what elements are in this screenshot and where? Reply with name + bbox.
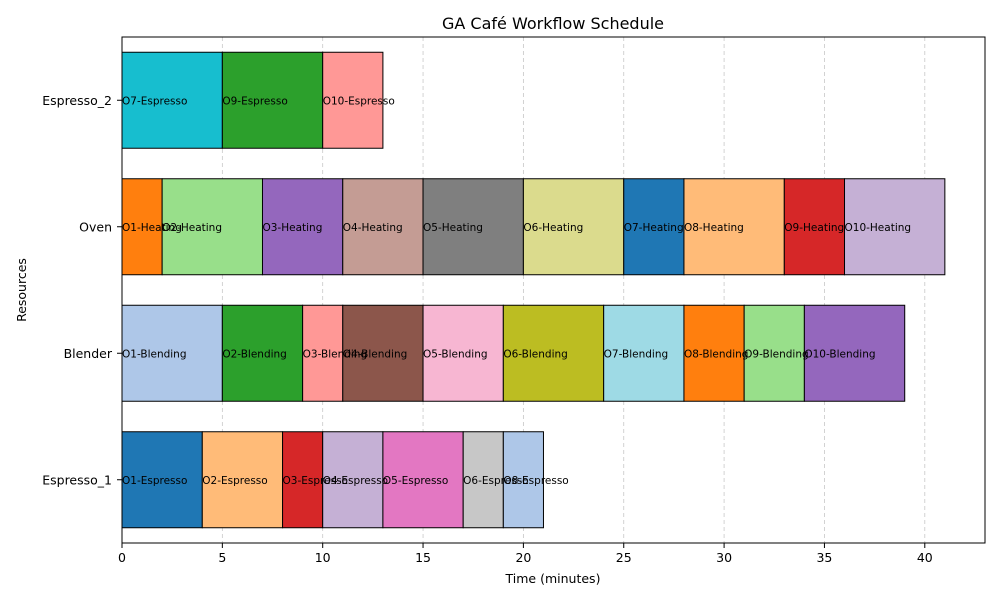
task-label: O2-Heating xyxy=(162,222,222,234)
task-label: O1-Heating xyxy=(122,222,182,234)
task-bar xyxy=(322,51,384,149)
task-label: O5-Heating xyxy=(423,222,483,234)
task-label: O8-Heating xyxy=(684,222,744,234)
y-tick-label-blender: Blender xyxy=(64,346,113,361)
task-label: O6-Blending xyxy=(503,348,567,360)
task-label: O3-Blending xyxy=(303,348,368,360)
task-label: O10-Blending xyxy=(804,348,875,360)
task-label: O9-Espresso xyxy=(222,95,287,107)
task-bar xyxy=(522,178,625,276)
task-label: O6-Espresso xyxy=(463,475,528,487)
task-bar xyxy=(743,304,805,402)
task-label: O7-Heating xyxy=(624,222,684,234)
task-label: O9-Heating xyxy=(784,222,844,234)
task-bar xyxy=(282,431,324,529)
x-tick-label: 20 xyxy=(515,550,531,565)
x-tick-label: 40 xyxy=(917,550,933,565)
x-tick-label: 0 xyxy=(118,550,126,565)
task-bars: O1-Espresso O2-Espresso O3-EspressoO4-Espr… xyxy=(121,51,946,529)
task-bar xyxy=(422,178,524,276)
task-label: O1-Blending xyxy=(122,348,187,360)
task-bar xyxy=(783,178,846,276)
task-bar xyxy=(844,178,946,276)
task-label: O4-Blending xyxy=(343,348,408,360)
task-bar xyxy=(201,431,284,529)
x-tick-label: 5 xyxy=(218,550,226,565)
task-bar xyxy=(462,431,504,529)
task-label: O8-Espresso xyxy=(503,475,568,487)
x-tick-label: 35 xyxy=(816,550,832,565)
task-label: O10-Heating xyxy=(845,222,912,234)
task-label: O2-Blending xyxy=(222,348,286,360)
x-tick-label: 10 xyxy=(315,550,331,565)
task-bar xyxy=(322,431,384,529)
task-bar xyxy=(121,178,163,276)
task-label: O4-Espresso xyxy=(323,475,388,487)
task-bar xyxy=(623,178,685,276)
chart-title: GA Café Workflow Schedule xyxy=(442,14,664,33)
x-tick-label: 30 xyxy=(716,550,732,565)
task-label: O6-Heating xyxy=(523,222,583,234)
task-bar xyxy=(683,178,785,276)
y-axis-label: Resources xyxy=(14,258,29,322)
task-label: O3-Heating xyxy=(262,222,322,234)
y-tick-label-espresso-2: Espresso_2 xyxy=(42,93,112,108)
task-label: O4-Heating xyxy=(343,222,403,234)
task-bar xyxy=(603,304,685,402)
x-tick-label: 15 xyxy=(415,550,431,565)
task-label: O10-Espresso xyxy=(323,95,395,107)
task-label: O1-Espresso xyxy=(122,475,187,487)
x-tick-label: 25 xyxy=(616,550,632,565)
task-bar xyxy=(502,304,605,402)
task-label: O5-Blending xyxy=(423,348,488,360)
task-bar xyxy=(121,304,223,402)
task-bar xyxy=(221,304,304,402)
task-label: O8-Blending xyxy=(684,348,749,360)
y-tick-label-oven: Oven xyxy=(79,219,112,234)
task-label: O2-Espresso xyxy=(202,475,267,487)
axis-ticks: 0 5 10 15 20 25 30 35 40 Espresso_1 Blender Oven Esp… xyxy=(42,93,933,565)
task-label: O3-Espresso xyxy=(283,475,348,487)
y-tick-label-espresso-1: Espresso_1 xyxy=(42,472,112,487)
task-label: O7-Blending xyxy=(604,348,669,360)
x-axis-label: Time (minutes) xyxy=(505,571,601,586)
task-label: O5-Espresso xyxy=(383,475,448,487)
task-bar xyxy=(342,178,424,276)
task-bar xyxy=(342,304,424,402)
task-bar xyxy=(502,431,544,529)
task-bar xyxy=(803,304,906,402)
plot-frame xyxy=(121,36,986,544)
task-label: O7-Espresso xyxy=(122,95,187,107)
task-bar xyxy=(382,431,464,529)
task-bar xyxy=(302,304,344,402)
task-bar xyxy=(161,178,263,276)
task-label: O9-Blending xyxy=(744,348,809,360)
task-bar xyxy=(683,304,745,402)
